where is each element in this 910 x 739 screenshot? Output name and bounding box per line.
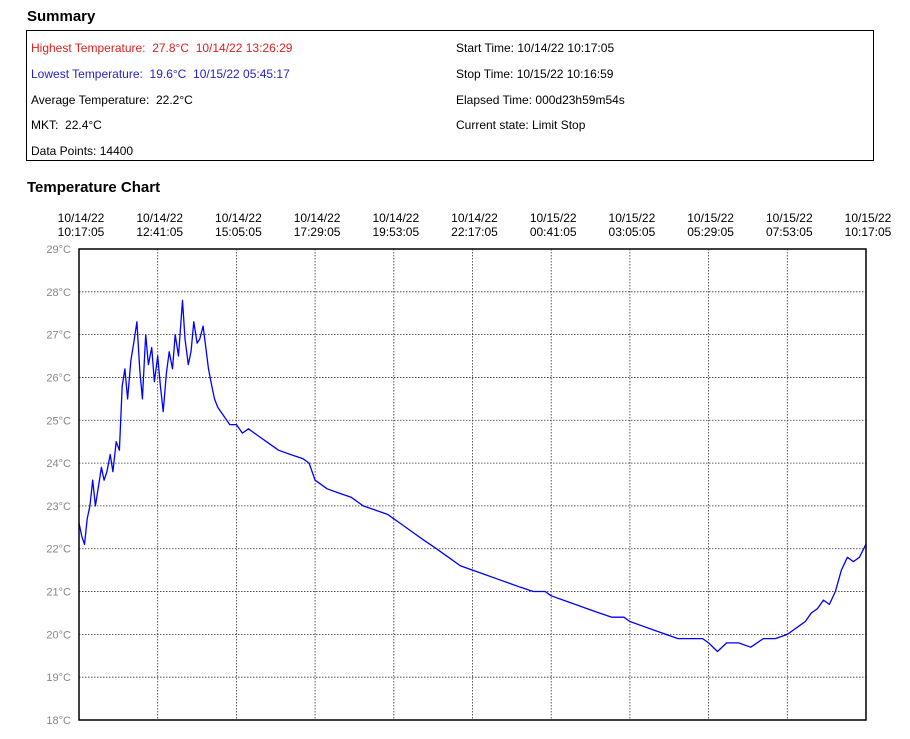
mkt-row: MKT: 22.4°C bbox=[31, 118, 102, 132]
lowest-label: Lowest Temperature: bbox=[31, 67, 143, 81]
current-state-label: Current state: bbox=[456, 118, 529, 132]
lowest-time: 10/15/22 05:45:17 bbox=[193, 67, 290, 81]
elapsed-time-value: 000d23h59m54s bbox=[535, 93, 625, 107]
y-tick-label: 20°C bbox=[46, 629, 71, 641]
summary-panel: Highest Temperature: 27.8°C 10/14/22 13:… bbox=[26, 30, 874, 161]
chart-title: Temperature Chart bbox=[27, 179, 161, 196]
y-tick-label: 29°C bbox=[46, 244, 71, 256]
current-state-value: Limit Stop bbox=[532, 118, 586, 132]
start-time-value: 10/14/22 10:17:05 bbox=[517, 41, 615, 55]
data-points-label: Data Points: bbox=[31, 144, 97, 158]
x-tick-label: 10/15/22 00:41:05 bbox=[530, 211, 577, 239]
x-tick-label: 10/15/22 03:05:05 bbox=[609, 211, 656, 239]
y-tick-label: 22°C bbox=[46, 544, 71, 556]
summary-title: Summary bbox=[27, 8, 96, 25]
y-tick-label: 26°C bbox=[46, 372, 71, 384]
x-tick-label: 10/15/22 05:29:05 bbox=[687, 211, 734, 239]
y-tick-label: 19°C bbox=[46, 672, 71, 684]
y-tick-label: 28°C bbox=[46, 287, 71, 299]
average-label: Average Temperature: bbox=[31, 93, 150, 107]
stop-time-row: Stop Time: 10/15/22 10:16:59 bbox=[456, 67, 613, 81]
mkt-label: MKT: bbox=[31, 118, 59, 132]
plot-area-frame bbox=[78, 248, 867, 721]
data-points-value: 14400 bbox=[99, 144, 134, 158]
y-tick-label: 27°C bbox=[46, 330, 71, 342]
y-tick-label: 21°C bbox=[46, 587, 71, 599]
highest-temperature-row: Highest Temperature: 27.8°C 10/14/22 13:… bbox=[31, 41, 292, 55]
stop-time-label: Stop Time: bbox=[456, 67, 514, 81]
average-temperature-row: Average Temperature: 22.2°C bbox=[31, 93, 193, 107]
temperature-series-line bbox=[78, 299, 867, 653]
highest-label: Highest Temperature: bbox=[31, 41, 146, 55]
data-points-row: Data Points: 14400 bbox=[31, 144, 133, 158]
highest-value: 27.8°C bbox=[152, 41, 190, 55]
x-tick-label: 10/15/22 10:17:05 bbox=[845, 211, 892, 239]
stop-time-value: 10/15/22 10:16:59 bbox=[516, 67, 614, 81]
start-time-label: Start Time: bbox=[456, 41, 515, 55]
lowest-value: 19.6°C bbox=[149, 67, 187, 81]
start-time-row: Start Time: 10/14/22 10:17:05 bbox=[456, 41, 614, 55]
lowest-temperature-row: Lowest Temperature: 19.6°C 10/15/22 05:4… bbox=[31, 67, 290, 81]
mkt-value: 22.4°C bbox=[65, 118, 102, 132]
current-state-row: Current state: Limit Stop bbox=[456, 118, 585, 132]
elapsed-time-row: Elapsed Time: 000d23h59m54s bbox=[456, 93, 625, 107]
average-value: 22.2°C bbox=[155, 93, 193, 107]
x-tick-label: 10/14/22 19:53:05 bbox=[372, 211, 419, 239]
y-tick-label: 25°C bbox=[46, 415, 71, 427]
y-tick-label: 18°C bbox=[46, 715, 71, 727]
elapsed-time-label: Elapsed Time: bbox=[456, 93, 533, 107]
x-tick-label: 10/14/22 15:05:05 bbox=[215, 211, 262, 239]
y-tick-label: 23°C bbox=[46, 501, 71, 513]
x-tick-label: 10/14/22 17:29:05 bbox=[294, 211, 341, 239]
x-tick-label: 10/14/22 12:41:05 bbox=[136, 211, 183, 239]
x-tick-label: 10/15/22 07:53:05 bbox=[766, 211, 813, 239]
x-tick-label: 10/14/22 22:17:05 bbox=[451, 211, 498, 239]
x-tick-label: 10/14/22 10:17:05 bbox=[58, 211, 105, 239]
y-tick-label: 24°C bbox=[46, 458, 71, 470]
highest-time: 10/14/22 13:26:29 bbox=[195, 41, 293, 55]
